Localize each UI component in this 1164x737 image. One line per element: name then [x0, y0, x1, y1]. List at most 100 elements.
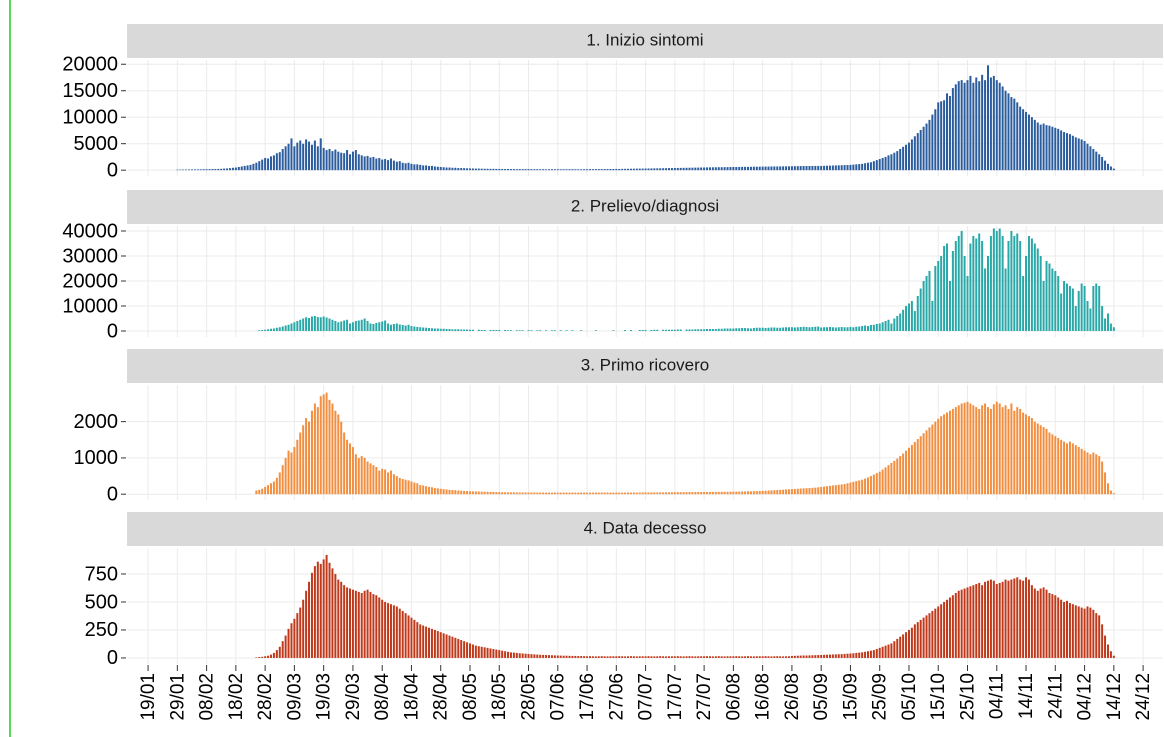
- bar: [381, 321, 384, 331]
- bar: [439, 166, 442, 171]
- bar: [624, 656, 627, 658]
- bar: [299, 140, 302, 171]
- bar: [501, 168, 504, 171]
- bar: [951, 251, 954, 331]
- bar: [834, 485, 837, 495]
- bar: [463, 641, 466, 658]
- bar: [211, 169, 214, 171]
- bar: [779, 327, 782, 331]
- x-tick-label: 14/11: [1016, 673, 1037, 719]
- bar: [1083, 608, 1086, 658]
- bar: [310, 144, 313, 171]
- bar: [688, 167, 691, 171]
- bar: [875, 473, 878, 495]
- bar: [790, 166, 793, 171]
- bar: [328, 399, 331, 495]
- bar: [422, 485, 425, 495]
- bar: [975, 238, 978, 331]
- bar: [395, 323, 398, 331]
- bar: [647, 656, 650, 658]
- bar: [381, 468, 384, 495]
- bar: [741, 491, 744, 495]
- bar: [419, 164, 422, 171]
- bar: [919, 129, 922, 171]
- bar: [881, 646, 884, 658]
- bar: [673, 329, 676, 331]
- bar: [275, 153, 278, 171]
- bar: [1001, 236, 1004, 331]
- bar: [287, 324, 290, 331]
- bar: [855, 481, 858, 495]
- bar: [729, 328, 732, 331]
- bar: [1083, 450, 1086, 495]
- bar: [366, 589, 369, 658]
- bar: [536, 169, 539, 171]
- bar: [539, 330, 542, 331]
- bar: [413, 326, 416, 331]
- bar: [556, 492, 559, 495]
- bar: [703, 167, 706, 171]
- bar: [609, 169, 612, 171]
- bar: [1004, 90, 1007, 171]
- bar: [817, 487, 820, 495]
- bar: [428, 165, 431, 171]
- bar: [787, 327, 790, 331]
- bar: [474, 645, 477, 658]
- bar: [682, 167, 685, 171]
- bar: [773, 166, 776, 171]
- bar: [185, 169, 188, 171]
- bar: [267, 329, 270, 331]
- bar: [392, 160, 395, 171]
- bar: [1083, 286, 1086, 331]
- bar: [802, 655, 805, 658]
- bar: [907, 629, 910, 658]
- bar: [776, 656, 779, 658]
- bar: [252, 163, 255, 171]
- bar: [665, 329, 668, 331]
- bar: [357, 457, 360, 495]
- bar: [1051, 126, 1054, 171]
- bar: [902, 453, 905, 495]
- bar: [337, 151, 340, 171]
- x-tick-label: 29/03: [343, 673, 364, 721]
- bar: [840, 484, 843, 495]
- bar: [867, 477, 870, 495]
- bar: [843, 327, 846, 331]
- bar: [275, 477, 278, 495]
- bar: [937, 102, 940, 171]
- bar: [340, 152, 343, 171]
- bar: [553, 492, 556, 495]
- bar: [1095, 613, 1098, 658]
- bar: [1104, 160, 1107, 171]
- bar: [410, 617, 413, 658]
- bar: [647, 492, 650, 495]
- bar: [425, 165, 428, 171]
- bar: [884, 156, 887, 171]
- bar: [389, 324, 392, 331]
- bar: [954, 593, 957, 658]
- bar: [957, 590, 960, 658]
- bar: [662, 492, 665, 495]
- bar: [299, 432, 302, 495]
- bar: [542, 169, 545, 171]
- x-tick-label: 07/06: [548, 673, 569, 721]
- bar: [770, 490, 773, 495]
- bar: [1051, 268, 1054, 331]
- bar: [521, 492, 524, 495]
- bar: [896, 151, 899, 171]
- bar: [764, 490, 767, 495]
- bar: [1112, 493, 1115, 495]
- bar: [881, 157, 884, 171]
- bar: [796, 655, 799, 658]
- bar: [509, 652, 512, 658]
- bar: [202, 169, 205, 171]
- bar: [325, 554, 328, 658]
- bar: [577, 492, 580, 495]
- bar: [902, 634, 905, 658]
- bar: [553, 330, 556, 331]
- bar: [755, 327, 758, 331]
- bar: [319, 138, 322, 171]
- bar: [1022, 412, 1025, 495]
- bar: [583, 492, 586, 495]
- bar: [703, 656, 706, 658]
